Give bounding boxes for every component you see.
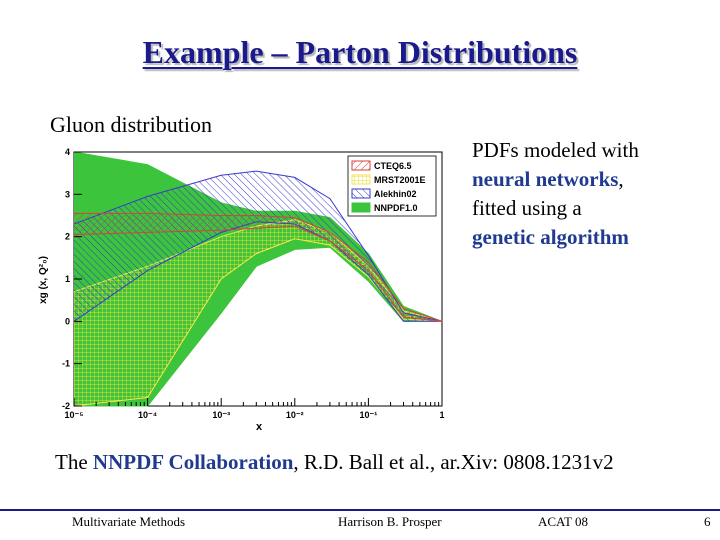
- description-line-4: genetic algorithm: [472, 225, 629, 249]
- y-tick-label: 0: [65, 316, 70, 326]
- band-mrst2001e: [74, 219, 442, 406]
- footer-course: Multivariate Methods: [72, 514, 186, 529]
- y-axis-label: xg (x, Q²₀): [38, 256, 49, 304]
- legend-swatch: [351, 160, 371, 171]
- footer-event: ACAT 08: [538, 514, 588, 529]
- band-edge-upper: [74, 212, 443, 322]
- y-tick-label: -2: [62, 401, 70, 411]
- slide-title: Example – Parton Distributions: [142, 34, 578, 70]
- citation: The NNPDF Collaboration, R.D. Ball et al…: [55, 450, 614, 475]
- footer-author: Harrison B. Prosper: [338, 514, 442, 529]
- x-tick-label: 10⁻⁵: [65, 410, 84, 420]
- citation-collaboration: NNPDF Collaboration: [92, 450, 294, 474]
- legend-label: Alekhin02: [374, 189, 417, 199]
- description-line-1: PDFs modeled with: [472, 138, 639, 162]
- citation-prefix: The: [55, 450, 93, 474]
- y-tick-label: -1: [62, 359, 70, 369]
- comma: ,: [618, 167, 624, 191]
- description-line-2: neural networks,: [472, 165, 712, 194]
- description: PDFs modeled with neural networks, fitte…: [472, 136, 712, 252]
- legend-swatch: [351, 202, 371, 213]
- description-line-3: fitted using a: [472, 196, 582, 220]
- band-cteq6-5: [74, 213, 442, 322]
- x-tick-label: 10⁻¹: [360, 410, 378, 420]
- band-edge-lower: [74, 246, 442, 407]
- legend-label: NNPDF1.0: [374, 203, 418, 213]
- y-tick-label: 4: [65, 147, 70, 157]
- y-tick-label: 2: [65, 232, 70, 242]
- gluon-pdf-chart: 10⁻⁵ 10⁻⁴ 10⁻³ 10⁻² 10⁻¹ 1 -2 -1 0 1 2 3 4 CTEQ6.5 MR…: [38, 147, 445, 433]
- x-tick-label: 10⁻⁴: [138, 410, 157, 420]
- x-axis-label: x: [256, 421, 263, 433]
- legend-label: MRST2001E: [374, 175, 426, 185]
- band-alekhin02: [74, 171, 442, 322]
- legend-swatch: [351, 174, 371, 185]
- y-tick-label: 1: [65, 274, 70, 284]
- band-edge-lower: [73, 225, 443, 322]
- y-tick-label: 3: [65, 189, 70, 199]
- highlight-neural-networks: neural networks: [472, 167, 619, 191]
- citation-rest: , R.D. Ball et al., ar.Xiv: 0808.1231v2: [293, 450, 614, 474]
- footer-divider: [0, 509, 720, 511]
- page-number: 6: [704, 514, 711, 529]
- x-tick-label: 1: [439, 410, 444, 420]
- legend-swatch: [351, 188, 371, 199]
- x-tick-label: 10⁻³: [212, 410, 230, 420]
- chart-caption: Gluon distribution: [50, 112, 212, 137]
- x-tick-label: 10⁻²: [286, 410, 304, 420]
- legend-label: CTEQ6.5: [374, 161, 412, 171]
